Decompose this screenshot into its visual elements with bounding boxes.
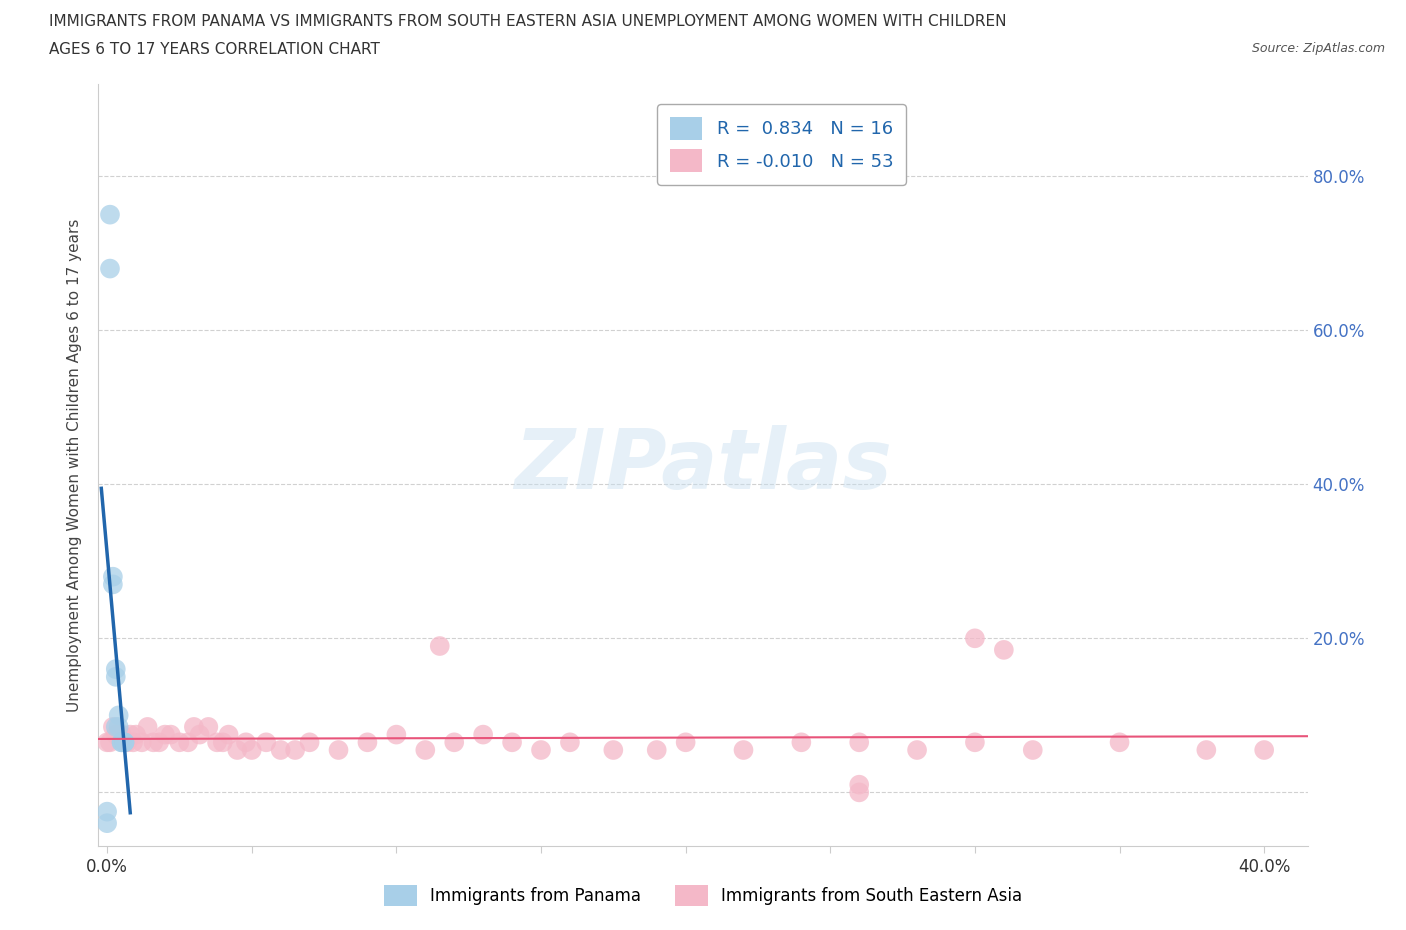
Point: [101, 720, 124, 735]
Point: [211, 735, 233, 750]
Point: [169, 735, 191, 750]
Legend: Immigrants from Panama, Immigrants from South Eastern Asia: Immigrants from Panama, Immigrants from …: [377, 879, 1029, 912]
Point: [602, 742, 624, 757]
Point: [1195, 742, 1218, 757]
Point: [101, 577, 124, 591]
Point: [107, 720, 129, 735]
Point: [848, 785, 870, 800]
Point: [107, 708, 129, 723]
Point: [110, 727, 132, 742]
Point: [993, 643, 1015, 658]
Point: [429, 639, 451, 654]
Y-axis label: Unemployment Among Women with Children Ages 6 to 17 years: Unemployment Among Women with Children A…: [67, 219, 83, 711]
Point: [101, 569, 124, 584]
Point: [197, 720, 219, 735]
Point: [98, 735, 121, 750]
Point: [114, 735, 136, 750]
Point: [177, 735, 200, 750]
Point: [218, 727, 240, 742]
Point: [328, 742, 350, 757]
Legend: R =  0.834   N = 16, R = -0.010   N = 53: R = 0.834 N = 16, R = -0.010 N = 53: [657, 104, 905, 185]
Point: [120, 727, 142, 742]
Point: [96, 735, 118, 750]
Point: [104, 720, 127, 735]
Point: [963, 631, 986, 645]
Point: [114, 735, 136, 750]
Point: [107, 727, 129, 742]
Point: [501, 735, 523, 750]
Point: [848, 735, 870, 750]
Point: [848, 777, 870, 792]
Point: [117, 735, 139, 750]
Point: [733, 742, 755, 757]
Point: [472, 727, 495, 742]
Point: [96, 816, 118, 830]
Point: [98, 261, 121, 276]
Text: Source: ZipAtlas.com: Source: ZipAtlas.com: [1251, 42, 1385, 55]
Point: [284, 742, 307, 757]
Point: [110, 735, 132, 750]
Text: ZIPatlas: ZIPatlas: [515, 424, 891, 506]
Point: [110, 735, 132, 750]
Point: [270, 742, 292, 757]
Point: [1108, 735, 1130, 750]
Point: [1253, 742, 1275, 757]
Point: [136, 720, 159, 735]
Point: [125, 727, 148, 742]
Point: [905, 742, 928, 757]
Point: [104, 727, 127, 742]
Point: [1022, 742, 1045, 757]
Point: [790, 735, 813, 750]
Point: [530, 742, 553, 757]
Point: [235, 735, 257, 750]
Point: [122, 735, 145, 750]
Point: [413, 742, 436, 757]
Point: [356, 735, 378, 750]
Point: [963, 735, 986, 750]
Point: [131, 735, 153, 750]
Point: [675, 735, 697, 750]
Point: [558, 735, 581, 750]
Point: [114, 735, 136, 750]
Point: [153, 727, 176, 742]
Text: AGES 6 TO 17 YEARS CORRELATION CHART: AGES 6 TO 17 YEARS CORRELATION CHART: [49, 42, 380, 57]
Point: [159, 727, 181, 742]
Point: [96, 804, 118, 819]
Point: [298, 735, 321, 750]
Text: IMMIGRANTS FROM PANAMA VS IMMIGRANTS FROM SOUTH EASTERN ASIA UNEMPLOYMENT AMONG : IMMIGRANTS FROM PANAMA VS IMMIGRANTS FRO…: [49, 14, 1007, 29]
Point: [205, 735, 228, 750]
Point: [142, 735, 165, 750]
Point: [104, 670, 127, 684]
Point: [114, 735, 136, 750]
Point: [645, 742, 668, 757]
Point: [188, 727, 211, 742]
Point: [104, 661, 127, 676]
Point: [254, 735, 277, 750]
Point: [226, 742, 249, 757]
Point: [148, 735, 170, 750]
Point: [443, 735, 465, 750]
Point: [98, 207, 121, 222]
Point: [240, 742, 263, 757]
Point: [183, 720, 205, 735]
Point: [385, 727, 408, 742]
